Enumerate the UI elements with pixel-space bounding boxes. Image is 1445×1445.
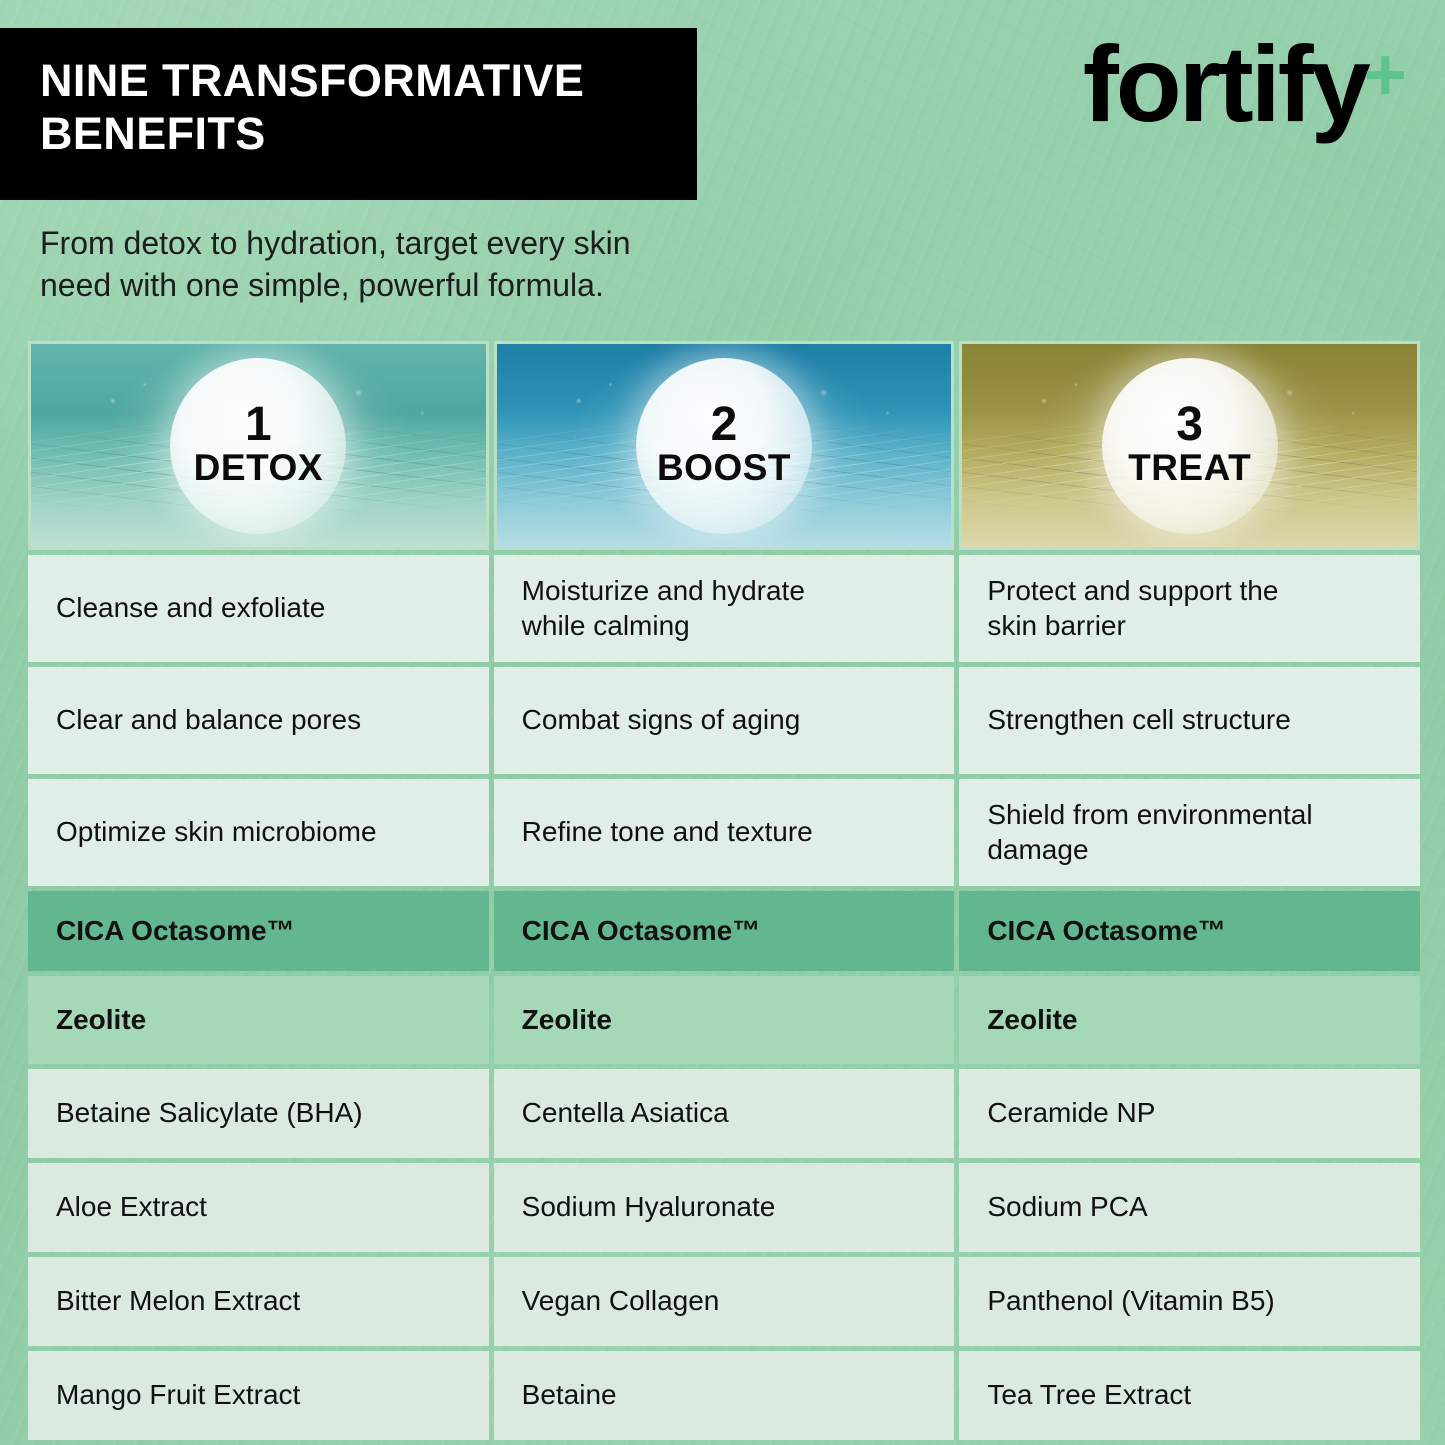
benefits-table: 1 DETOX 2 BOOST 3 TREAT Cleanse and exfo… — [28, 341, 1420, 1440]
column-name: TREAT — [1128, 447, 1252, 489]
benefit-cell: Clear and balance pores — [28, 667, 489, 774]
title-banner: NINE TRANSFORMATIVE BENEFITS — [0, 28, 697, 200]
column-name: DETOX — [193, 447, 323, 489]
benefit-text: Strengthen cell structure — [987, 704, 1291, 736]
benefit-text: Moisturize and hydrate while calming — [521, 575, 805, 641]
column-label: 1 DETOX — [31, 397, 486, 489]
column-header-treat: 3 TREAT — [959, 341, 1420, 550]
ingredient-cell: Betaine — [493, 1351, 955, 1440]
benefit-cell: Protect and support the skin barrier — [959, 555, 1420, 662]
benefit-cell: Cleanse and exfoliate — [28, 555, 489, 662]
secondary-ingredient-text: Zeolite — [56, 1003, 147, 1035]
benefit-text: Optimize skin microbiome — [56, 816, 377, 848]
column-label: 2 BOOST — [497, 397, 952, 489]
column-header-detox: 1 DETOX — [28, 341, 489, 550]
hero-ingredient-text: CICA Octasome™ — [56, 914, 295, 946]
benefit-cell: Refine tone and texture — [493, 779, 955, 886]
ingredient-cell: Betaine Salicylate (BHA) — [28, 1069, 489, 1158]
ingredient-cell: Bitter Melon Extract — [28, 1257, 489, 1346]
benefit-cell: Combat signs of aging — [493, 667, 955, 774]
ingredient-cell: Sodium Hyaluronate — [493, 1163, 955, 1252]
ingredient-text: Sodium Hyaluronate — [521, 1191, 776, 1223]
ingredient-cell: Centella Asiatica — [493, 1069, 955, 1158]
column-header-boost: 2 BOOST — [493, 341, 955, 550]
benefit-cell: Optimize skin microbiome — [28, 779, 489, 886]
column-number: 2 — [710, 397, 738, 451]
secondary-ingredient-cell: Zeolite — [493, 976, 955, 1064]
ingredient-text: Betaine — [521, 1379, 617, 1411]
subheading: From detox to hydration, target every sk… — [40, 225, 631, 304]
ingredient-text: Vegan Collagen — [521, 1285, 720, 1317]
ingredient-cell: Mango Fruit Extract — [28, 1351, 489, 1440]
benefit-cell: Shield from environmental damage — [959, 779, 1420, 886]
hero-ingredient-cell: CICA Octasome™ — [28, 891, 489, 971]
water-sphere-icon — [170, 357, 347, 534]
benefit-text: Cleanse and exfoliate — [56, 592, 326, 624]
benefit-cell: Moisturize and hydrate while calming — [493, 555, 955, 662]
plus-icon: + — [1363, 33, 1407, 116]
ingredient-cell: Panthenol (Vitamin B5) — [959, 1257, 1420, 1346]
page-title: NINE TRANSFORMATIVE BENEFITS — [40, 55, 585, 160]
ingredient-text: Mango Fruit Extract — [56, 1379, 301, 1411]
ingredient-cell: Sodium PCA — [959, 1163, 1420, 1252]
ingredient-cell: Tea Tree Extract — [959, 1351, 1420, 1440]
secondary-ingredient-text: Zeolite — [987, 1003, 1078, 1035]
benefit-text: Protect and support the skin barrier — [987, 575, 1279, 641]
brand-wordmark: fortify — [1082, 23, 1371, 144]
benefit-text: Clear and balance pores — [56, 704, 362, 736]
ingredient-text: Panthenol (Vitamin B5) — [987, 1285, 1275, 1317]
secondary-ingredient-cell: Zeolite — [28, 976, 489, 1064]
ingredient-cell: Ceramide NP — [959, 1069, 1420, 1158]
benefit-cell: Strengthen cell structure — [959, 667, 1420, 774]
ingredient-text: Aloe Extract — [56, 1191, 207, 1223]
column-number: 3 — [1176, 397, 1203, 451]
benefit-text: Shield from environmental damage — [987, 799, 1313, 865]
ingredient-text: Bitter Melon Extract — [56, 1285, 301, 1317]
secondary-ingredient-text: Zeolite — [521, 1003, 612, 1035]
water-sphere-icon — [1101, 357, 1278, 534]
ingredient-text: Tea Tree Extract — [987, 1379, 1192, 1411]
benefit-text: Refine tone and texture — [521, 816, 813, 848]
ingredient-text: Centella Asiatica — [521, 1097, 729, 1129]
benefit-text: Combat signs of aging — [521, 704, 801, 736]
hero-ingredient-text: CICA Octasome™ — [987, 914, 1226, 946]
water-sphere-icon — [635, 357, 812, 534]
ingredient-cell: Aloe Extract — [28, 1163, 489, 1252]
brand-logo: fortify + — [1083, 30, 1407, 138]
column-number: 1 — [244, 397, 272, 451]
ingredient-text: Sodium PCA — [987, 1191, 1148, 1223]
column-label: 3 TREAT — [962, 397, 1417, 489]
ingredient-text: Betaine Salicylate (BHA) — [56, 1097, 363, 1129]
ingredient-text: Ceramide NP — [987, 1097, 1156, 1129]
column-name: BOOST — [656, 447, 792, 489]
secondary-ingredient-cell: Zeolite — [959, 976, 1420, 1064]
hero-ingredient-text: CICA Octasome™ — [521, 914, 761, 946]
hero-ingredient-cell: CICA Octasome™ — [493, 891, 955, 971]
hero-ingredient-cell: CICA Octasome™ — [959, 891, 1420, 971]
ingredient-cell: Vegan Collagen — [493, 1257, 955, 1346]
